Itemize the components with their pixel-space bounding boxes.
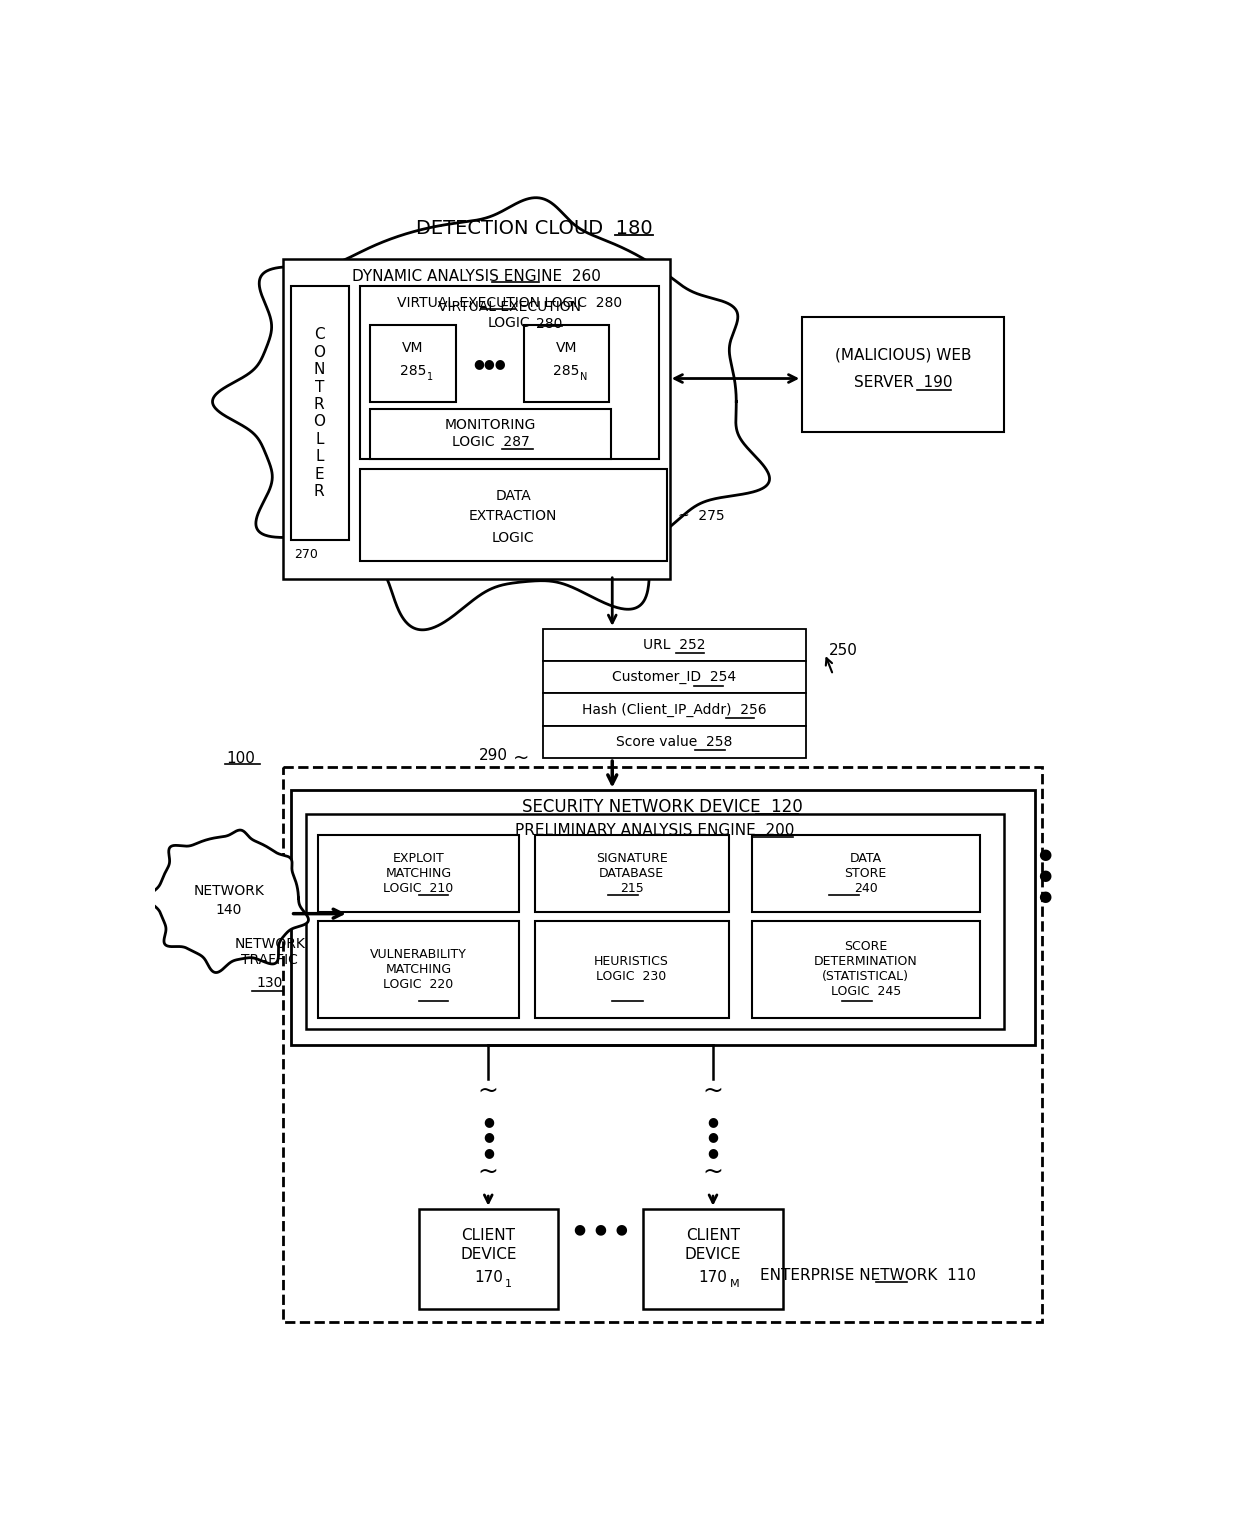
Text: VM: VM: [402, 340, 424, 355]
Text: ●
●
●: ● ● ●: [1038, 847, 1052, 903]
Text: 130: 130: [257, 976, 283, 990]
Text: 285: 285: [553, 364, 580, 378]
Text: (MALICIOUS) WEB: (MALICIOUS) WEB: [835, 348, 971, 363]
FancyBboxPatch shape: [543, 694, 806, 726]
Text: DATA: DATA: [495, 489, 531, 502]
Text: VM: VM: [556, 340, 578, 355]
Text: N: N: [580, 372, 588, 383]
FancyBboxPatch shape: [361, 469, 667, 562]
Text: ~: ~: [513, 748, 529, 768]
Text: ~  275: ~ 275: [678, 510, 724, 524]
FancyBboxPatch shape: [290, 791, 1034, 1044]
Text: VIRTUAL EXECUTION
LOGIC: VIRTUAL EXECUTION LOGIC: [438, 301, 580, 331]
Text: ●: ●: [708, 1116, 718, 1128]
Text: 170: 170: [474, 1271, 502, 1286]
Text: 250: 250: [830, 642, 858, 657]
Text: ~: ~: [703, 1079, 723, 1102]
Text: HEURISTICS
LOGIC  230: HEURISTICS LOGIC 230: [594, 955, 670, 984]
Polygon shape: [212, 197, 770, 630]
Text: DYNAMIC ANALYSIS ENGINE  260: DYNAMIC ANALYSIS ENGINE 260: [352, 269, 601, 284]
Text: ●●●: ●●●: [474, 357, 506, 369]
FancyBboxPatch shape: [419, 1208, 558, 1309]
FancyBboxPatch shape: [371, 325, 456, 402]
FancyBboxPatch shape: [751, 835, 981, 912]
Text: PRELIMINARY ANALYSIS ENGINE  200: PRELIMINARY ANALYSIS ENGINE 200: [515, 823, 795, 838]
FancyBboxPatch shape: [317, 921, 520, 1017]
FancyBboxPatch shape: [283, 768, 1043, 1322]
Text: EXPLOIT
MATCHING
LOGIC  210: EXPLOIT MATCHING LOGIC 210: [383, 852, 454, 896]
Text: 280: 280: [536, 317, 563, 331]
Text: URL  252: URL 252: [644, 638, 706, 651]
Text: 140: 140: [216, 903, 242, 917]
Text: M: M: [730, 1280, 740, 1289]
FancyBboxPatch shape: [802, 317, 1003, 433]
FancyBboxPatch shape: [751, 921, 981, 1017]
Text: 170: 170: [698, 1271, 728, 1286]
Text: 290: 290: [479, 748, 507, 764]
Text: ●: ●: [482, 1146, 494, 1158]
FancyBboxPatch shape: [534, 921, 729, 1017]
FancyBboxPatch shape: [525, 325, 609, 402]
Text: Hash (Client_IP_Addr)  256: Hash (Client_IP_Addr) 256: [582, 703, 766, 716]
FancyBboxPatch shape: [290, 285, 348, 540]
Polygon shape: [149, 830, 309, 973]
Text: ENTERPRISE NETWORK  110: ENTERPRISE NETWORK 110: [760, 1268, 976, 1283]
Text: DEVICE: DEVICE: [460, 1248, 517, 1263]
Text: VIRTUAL EXECUTION LOGIC  280: VIRTUAL EXECUTION LOGIC 280: [397, 296, 621, 310]
Text: VULNERABILITY
MATCHING
LOGIC  220: VULNERABILITY MATCHING LOGIC 220: [370, 947, 467, 991]
Text: 1: 1: [506, 1280, 512, 1289]
Text: C
O
N
T
R
O
L
L
E
R: C O N T R O L L E R: [314, 328, 325, 499]
FancyBboxPatch shape: [644, 1208, 782, 1309]
Text: DETECTION CLOUD  180: DETECTION CLOUD 180: [417, 219, 653, 238]
Text: SERVER  190: SERVER 190: [853, 375, 952, 390]
Text: 270: 270: [295, 548, 319, 560]
FancyBboxPatch shape: [543, 726, 806, 757]
Text: ●: ●: [708, 1146, 718, 1158]
Text: Score value  258: Score value 258: [616, 735, 733, 748]
Text: SIGNATURE
DATABASE
215: SIGNATURE DATABASE 215: [595, 852, 667, 896]
Text: CLIENT: CLIENT: [686, 1228, 740, 1243]
Text: 1: 1: [427, 372, 433, 383]
Text: SCORE
DETERMINATION
(STATISTICAL)
LOGIC  245: SCORE DETERMINATION (STATISTICAL) LOGIC …: [813, 940, 918, 999]
FancyBboxPatch shape: [534, 835, 729, 912]
Text: 100: 100: [226, 750, 254, 765]
Text: NETWORK
TRAFFIC: NETWORK TRAFFIC: [234, 937, 305, 967]
Text: ●: ●: [482, 1116, 494, 1128]
Text: ~: ~: [703, 1160, 723, 1184]
Text: NETWORK: NETWORK: [193, 883, 264, 897]
FancyBboxPatch shape: [371, 410, 611, 460]
FancyBboxPatch shape: [543, 662, 806, 694]
Text: LOGIC  287: LOGIC 287: [451, 436, 529, 449]
FancyBboxPatch shape: [317, 835, 520, 912]
Text: MONITORING: MONITORING: [445, 417, 536, 431]
Text: CLIENT: CLIENT: [461, 1228, 516, 1243]
Text: ●: ●: [708, 1131, 718, 1143]
Text: ~: ~: [477, 1160, 498, 1184]
Text: DEVICE: DEVICE: [684, 1248, 742, 1263]
Text: LOGIC: LOGIC: [492, 531, 534, 545]
Text: Customer_ID  254: Customer_ID 254: [613, 671, 737, 685]
Text: DATA
STORE
240: DATA STORE 240: [844, 852, 887, 896]
Text: ●: ●: [482, 1131, 494, 1143]
FancyBboxPatch shape: [283, 260, 671, 578]
FancyBboxPatch shape: [306, 814, 1003, 1029]
Text: SECURITY NETWORK DEVICE  120: SECURITY NETWORK DEVICE 120: [522, 798, 804, 817]
FancyBboxPatch shape: [361, 285, 658, 460]
Text: ●  ●  ●: ● ● ●: [574, 1222, 627, 1236]
Text: 285: 285: [399, 364, 427, 378]
Text: ~: ~: [477, 1079, 498, 1102]
Text: EXTRACTION: EXTRACTION: [469, 510, 557, 524]
FancyBboxPatch shape: [543, 628, 806, 662]
